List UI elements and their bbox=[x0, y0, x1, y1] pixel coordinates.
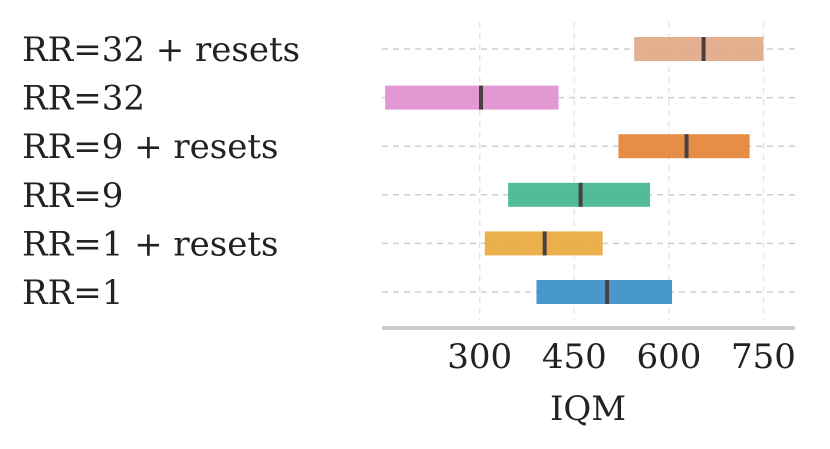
x-tick-label: 450 bbox=[542, 337, 607, 377]
interval-bar bbox=[385, 85, 559, 110]
x-tick-label: 600 bbox=[636, 337, 701, 377]
category-label: RR=1 bbox=[22, 273, 123, 313]
median-marker bbox=[701, 37, 706, 61]
median-marker bbox=[605, 280, 610, 304]
category-label: RR=32 + resets bbox=[22, 30, 300, 70]
category-labels: RR=32 + resets RR=32 RR=9 + resets RR=9 RR=1… bbox=[22, 30, 300, 313]
median-marker bbox=[478, 85, 483, 110]
interval-bar bbox=[536, 280, 673, 304]
category-label: RR=9 bbox=[22, 176, 123, 216]
x-tick-labels: 300 450 600 750 bbox=[447, 337, 796, 377]
category-label: RR=32 bbox=[22, 79, 145, 119]
x-tick-label: 750 bbox=[731, 337, 796, 377]
interval-bars bbox=[385, 37, 764, 304]
median-marker bbox=[684, 134, 689, 159]
median-marker bbox=[542, 231, 547, 256]
interval-bar bbox=[618, 134, 750, 159]
median-marker bbox=[578, 182, 583, 207]
x-tick-label: 300 bbox=[447, 337, 512, 377]
grid-lines bbox=[382, 22, 795, 320]
interval-bar bbox=[634, 37, 764, 61]
x-axis-label: IQM bbox=[550, 389, 626, 429]
category-label: RR=1 + resets bbox=[22, 224, 278, 264]
category-label: RR=9 + resets bbox=[22, 127, 278, 167]
